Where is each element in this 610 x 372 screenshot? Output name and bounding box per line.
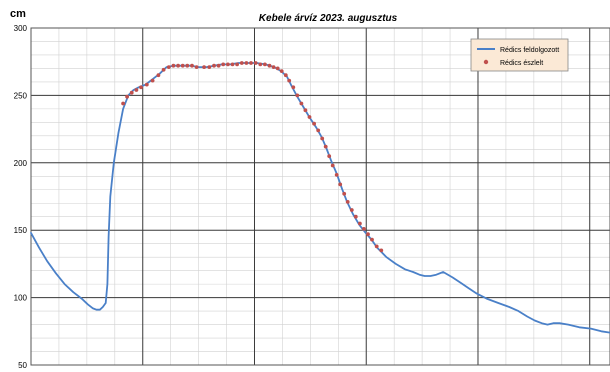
legend-label-observed: Rédics észlelt <box>500 60 543 67</box>
observed-point <box>370 237 374 242</box>
observed-point <box>249 61 253 65</box>
observed-point <box>312 121 316 126</box>
y-tick-label: 100 <box>14 294 28 303</box>
observed-point <box>258 62 263 67</box>
observed-point <box>275 66 280 71</box>
y-tick-label: 300 <box>14 24 28 33</box>
observed-point <box>185 63 190 68</box>
observed-point <box>307 115 312 119</box>
observed-point <box>291 85 296 90</box>
observed-point <box>330 163 335 168</box>
observed-point <box>166 65 171 69</box>
chart-title: Kebele árvíz 2023. augusztus <box>259 13 398 24</box>
legend-marker-swatch <box>483 59 489 65</box>
observed-point <box>161 67 166 72</box>
observed-point <box>226 62 230 67</box>
observed-point <box>221 62 226 67</box>
observed-point <box>253 61 258 65</box>
observed-point <box>362 227 366 231</box>
observed-point <box>125 94 129 99</box>
observed-point <box>244 61 249 65</box>
observed-point <box>144 82 149 87</box>
observed-point <box>366 232 370 237</box>
legend: Rédics feldolgozott Rédics észlelt <box>470 38 569 72</box>
observed-point <box>379 248 384 253</box>
observed-point <box>299 101 304 106</box>
observed-point <box>235 62 240 67</box>
observed-point <box>207 65 212 69</box>
observed-point <box>334 173 339 177</box>
observed-point <box>129 90 134 95</box>
y-tick-label: 50 <box>18 361 27 370</box>
observed-point <box>374 244 379 249</box>
legend-box <box>470 38 569 72</box>
y-tick-label: 200 <box>14 159 28 168</box>
observed-point <box>216 63 221 68</box>
observed-point <box>239 61 244 65</box>
y-tick-label: 250 <box>14 91 28 100</box>
series-layer <box>30 61 610 334</box>
observed-point <box>202 65 207 69</box>
observed-point <box>156 73 161 78</box>
observed-point <box>230 62 235 67</box>
observed-point <box>303 108 308 113</box>
observed-point <box>194 65 199 69</box>
observed-point <box>171 63 176 68</box>
observed-point <box>327 154 332 159</box>
observed-point <box>176 63 181 68</box>
observed-point <box>323 144 328 149</box>
legend-label-processed: Rédics feldolgozott <box>500 47 559 54</box>
observed-point <box>180 63 185 68</box>
observed-point <box>134 88 139 92</box>
observed-point <box>279 69 284 73</box>
observed-point <box>267 63 272 68</box>
observed-point <box>342 191 347 196</box>
observed-point <box>316 128 321 133</box>
observed-point <box>320 136 325 141</box>
observed-point <box>263 62 267 67</box>
observed-point <box>271 65 276 69</box>
y-tick-label: 150 <box>14 226 28 235</box>
observed-point <box>345 200 350 204</box>
observed-point <box>295 93 300 98</box>
y-axis-unit-label: cm <box>10 8 26 20</box>
observed-point <box>212 63 216 68</box>
observed-point <box>139 85 143 90</box>
observed-point <box>349 208 354 212</box>
plot-frame <box>30 27 610 366</box>
y-axis-ticks: 50 100 150 200 250 300 <box>14 24 28 370</box>
observed-point <box>353 214 358 219</box>
observed-point <box>283 73 288 78</box>
observed-point <box>358 221 362 226</box>
observed-point <box>287 78 292 83</box>
observed-point <box>190 63 194 68</box>
observed-point <box>338 182 343 187</box>
observed-point <box>121 101 125 106</box>
observed-point <box>150 78 155 83</box>
